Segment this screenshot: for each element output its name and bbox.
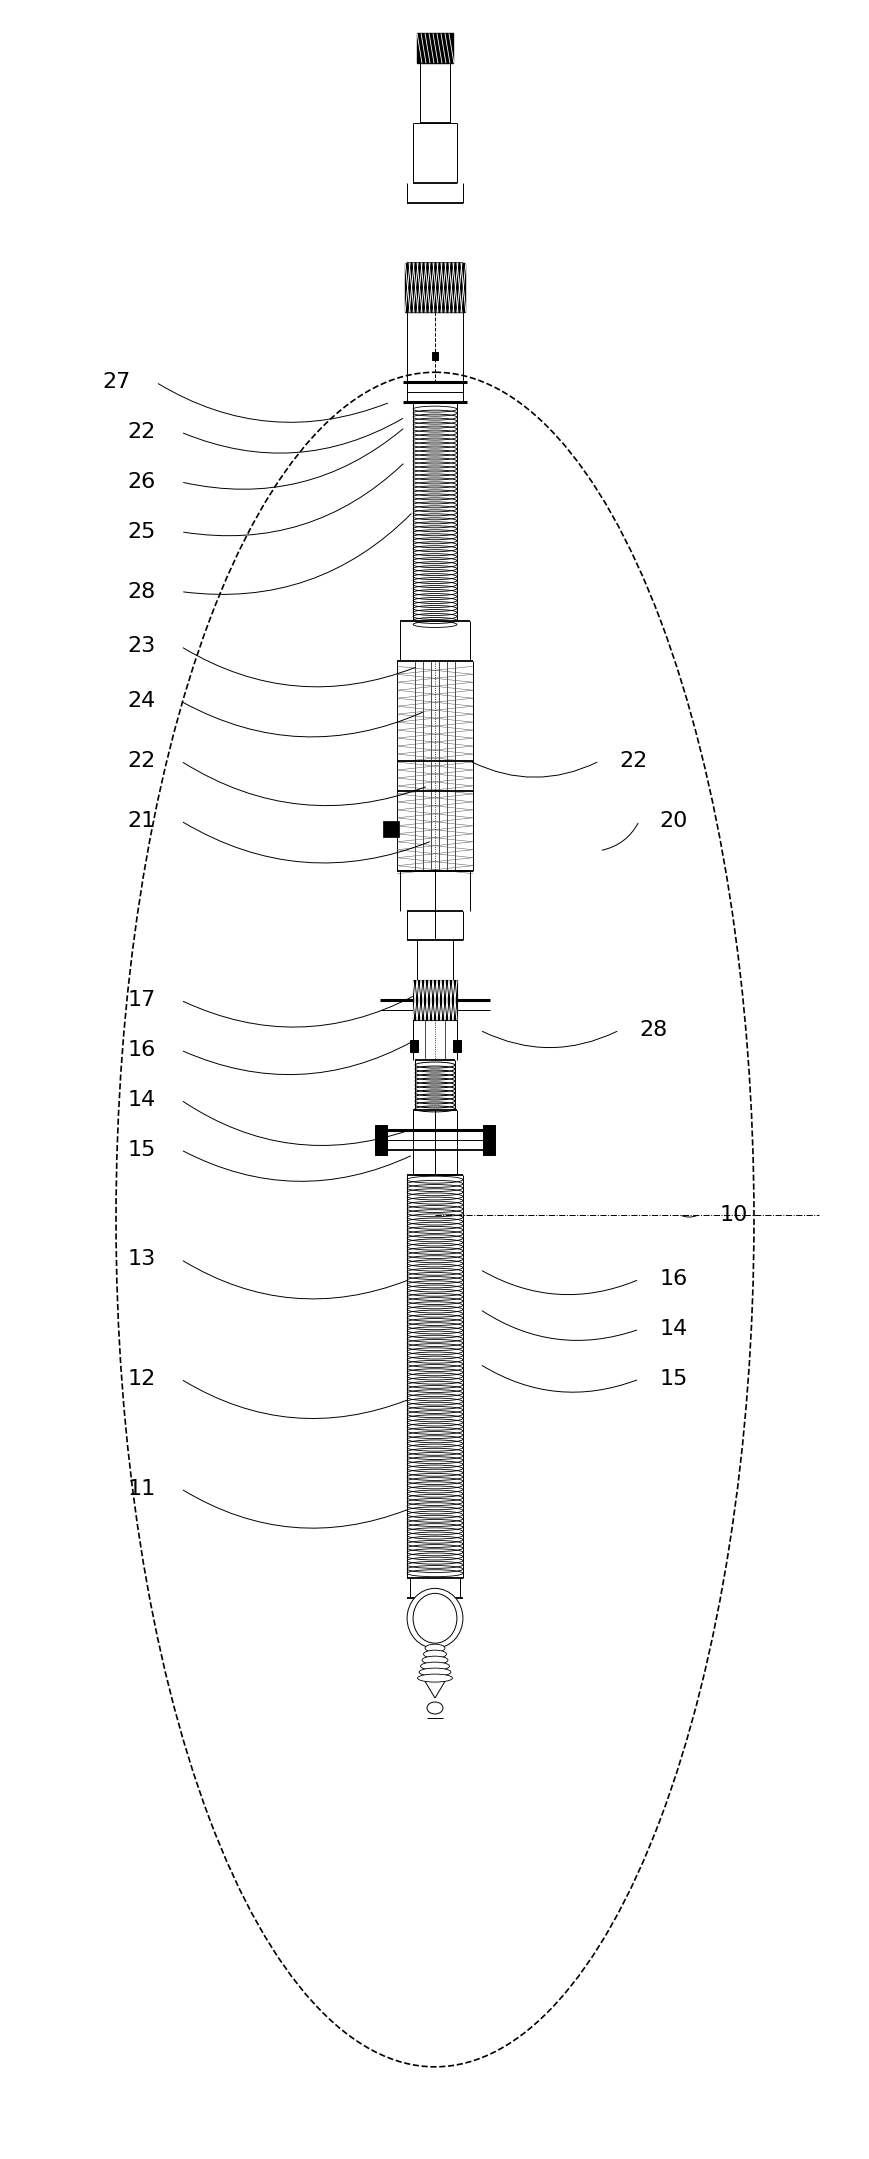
Text: 28: 28 <box>128 581 156 602</box>
Ellipse shape <box>427 1701 442 1714</box>
Text: 14: 14 <box>659 1319 687 1339</box>
Bar <box>413 980 456 1021</box>
Text: 28: 28 <box>639 1021 667 1041</box>
Text: 27: 27 <box>103 371 131 393</box>
Ellipse shape <box>417 1673 452 1682</box>
Text: 15: 15 <box>128 1140 156 1159</box>
Text: 23: 23 <box>128 637 156 656</box>
Text: 24: 24 <box>128 691 156 710</box>
Text: 26: 26 <box>128 473 156 492</box>
Text: 10: 10 <box>719 1205 746 1224</box>
Text: 22: 22 <box>128 421 156 443</box>
Bar <box>432 352 437 361</box>
Text: 22: 22 <box>619 751 647 771</box>
Text: 22: 22 <box>128 751 156 771</box>
Ellipse shape <box>421 1656 448 1665</box>
Text: 16: 16 <box>128 1041 156 1060</box>
Bar <box>482 1125 494 1155</box>
Ellipse shape <box>419 1669 450 1675</box>
Bar <box>405 263 464 313</box>
Bar <box>453 1041 461 1051</box>
Text: 14: 14 <box>128 1090 156 1110</box>
Text: 25: 25 <box>128 522 156 542</box>
Ellipse shape <box>423 1649 446 1658</box>
Text: 16: 16 <box>659 1269 687 1289</box>
Text: 20: 20 <box>659 812 687 831</box>
Bar <box>375 1125 387 1155</box>
Ellipse shape <box>420 1662 449 1671</box>
Ellipse shape <box>407 1589 462 1647</box>
Text: 21: 21 <box>128 812 156 831</box>
Ellipse shape <box>425 1645 444 1652</box>
Bar <box>407 1174 462 1578</box>
Ellipse shape <box>413 1593 456 1643</box>
Text: 13: 13 <box>128 1250 156 1269</box>
Text: 17: 17 <box>128 991 156 1010</box>
Text: 12: 12 <box>128 1369 156 1388</box>
Bar <box>413 402 456 622</box>
Bar <box>382 820 399 838</box>
Text: 11: 11 <box>128 1479 156 1498</box>
Bar <box>416 32 453 63</box>
Text: 15: 15 <box>659 1369 687 1388</box>
Bar <box>409 1041 418 1051</box>
